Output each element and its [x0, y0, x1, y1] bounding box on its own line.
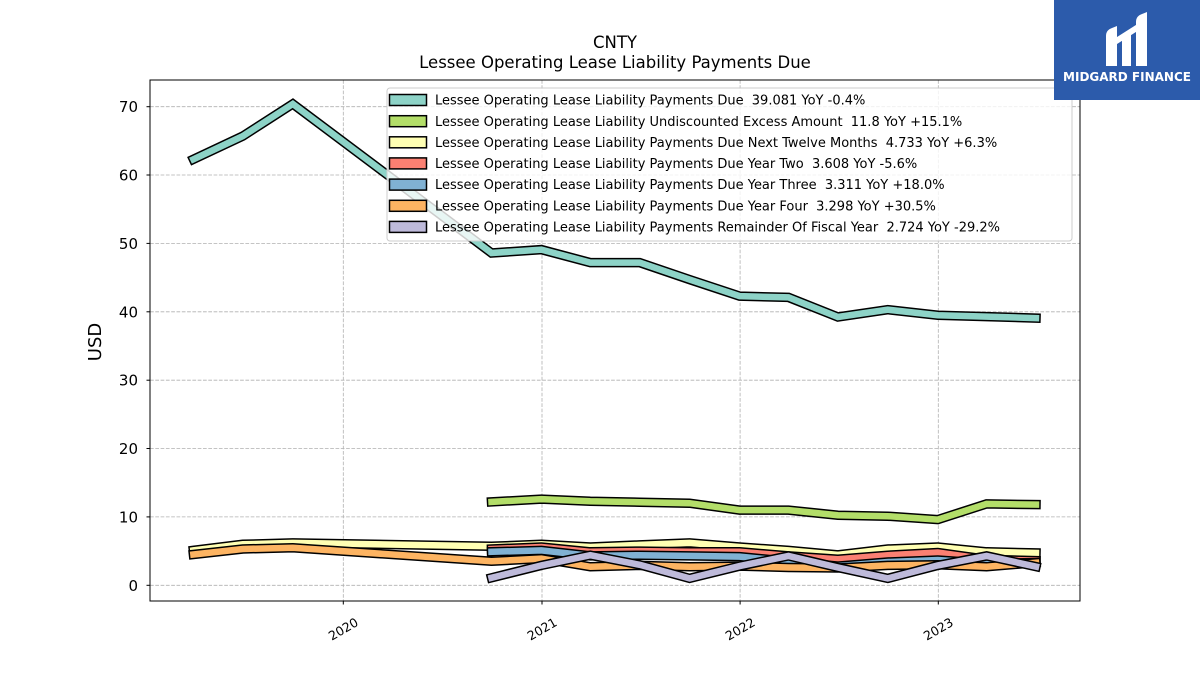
legend-label: Lessee Operating Lease Liability Payment…: [435, 178, 945, 193]
y-tick-label: 30: [119, 372, 138, 390]
legend-label: Lessee Operating Lease Liability Payment…: [435, 157, 917, 172]
midgard-logo: MIDGARD FINANCE: [1054, 0, 1200, 100]
legend-yoy-change: YoY +15.1%: [883, 115, 962, 130]
legend-swatch: [388, 220, 428, 234]
legend-yoy-change: YoY -0.4%: [800, 94, 865, 109]
y-tick-label: 10: [119, 508, 138, 526]
legend-latest-value: 11.8: [851, 115, 880, 130]
y-tick-label: 70: [119, 98, 138, 116]
logo-wordmark: MIDGARD FINANCE: [1063, 70, 1191, 84]
lessee-operating-lease-liability-payments-due-line: [189, 99, 1040, 322]
legend-latest-value: 39.081: [752, 94, 798, 109]
lessee-operating-lease-liability-payments-due-series: [187, 98, 1041, 323]
legend-entry: Lessee Operating Lease Liability Payment…: [388, 157, 917, 172]
legend-yoy-change: YoY +6.3%: [926, 136, 997, 151]
axes-frame: [149, 79, 1081, 602]
y-tick-label: 60: [119, 167, 138, 185]
legend-entry: Lessee Operating Lease Liability Payment…: [388, 136, 997, 151]
legend-series-name: Lessee Operating Lease Liability Payment…: [435, 199, 809, 214]
legend-entry: Lessee Operating Lease Liability Payment…: [388, 220, 1000, 236]
legend-yoy-change: YoY -29.2%: [927, 221, 1000, 236]
legend-swatch: [388, 93, 428, 107]
legend-swatch: [388, 199, 428, 213]
legend-entry: Lessee Operating Lease Liability Payment…: [388, 199, 936, 214]
legend-swatch: [388, 178, 428, 191]
y-axis-label: USD: [85, 323, 106, 361]
y-tick-label: 40: [119, 303, 138, 321]
y-tick-label: 20: [119, 440, 138, 458]
legend-series-name: Lessee Operating Lease Liability Payment…: [435, 221, 879, 236]
lessee-operating-lease-liability-payments-due-next-twelve-months-line: [189, 539, 1040, 559]
legend-latest-value: 2.724: [886, 221, 923, 236]
lessee-operating-lease-liability-undiscounted-excess-amount-series: [486, 494, 1041, 525]
legend-label: Lessee Operating Lease Liability Payment…: [435, 199, 936, 214]
legend-yoy-change: YoY +18.0%: [865, 178, 944, 193]
legend-latest-value: 3.311: [825, 178, 862, 193]
midgard-logo-icon: [1106, 12, 1147, 66]
legend-entry: Lessee Operating Lease Liability Undisco…: [388, 114, 962, 130]
legend-series-name: Lessee Operating Lease Liability Payment…: [435, 157, 804, 172]
lessee-operating-lease-liability-undiscounted-excess-amount-line: [488, 495, 1040, 523]
legend-swatch: [388, 157, 428, 170]
lessee-operating-lease-liability-payments-remainder-of-fiscal-year-line: [487, 551, 1040, 582]
legend-label: Lessee Operating Lease Liability Payment…: [435, 136, 997, 151]
chart-subtitle: Lessee Operating Lease Liability Payment…: [419, 53, 811, 72]
legend-series-name: Lessee Operating Lease Liability Payment…: [435, 178, 817, 193]
series-lines: [187, 98, 1042, 584]
legend-series-name: Lessee Operating Lease Liability Undisco…: [435, 115, 843, 130]
legend-entry: Lessee Operating Lease Liability Payment…: [388, 93, 865, 109]
legend-entry: Lessee Operating Lease Liability Payment…: [388, 178, 945, 193]
legend-yoy-change: YoY +30.5%: [856, 199, 935, 214]
lessee-operating-lease-liability-payments-remainder-of-fiscal-year-series: [485, 550, 1042, 584]
y-tick-label: 50: [119, 235, 138, 253]
legend-latest-value: 3.298: [816, 199, 853, 214]
legend-label: Lessee Operating Lease Liability Payment…: [435, 94, 865, 109]
legend-label: Lessee Operating Lease Liability Undisco…: [435, 115, 962, 130]
legend-swatch: [388, 136, 428, 149]
chart-title: CNTY: [593, 33, 638, 52]
legend-series-name: Lessee Operating Lease Liability Payment…: [435, 94, 744, 109]
legend: Lessee Operating Lease Liability Payment…: [386, 87, 1073, 242]
legend-yoy-change: YoY -5.6%: [852, 157, 917, 172]
legend-box: [386, 87, 1073, 242]
y-tick-label: 0: [128, 577, 138, 595]
legend-series-name: Lessee Operating Lease Liability Payment…: [435, 136, 878, 151]
lessee-operating-lease-liability-payments-due-next-twelve-months-series: [188, 538, 1041, 560]
legend-latest-value: 3.608: [812, 157, 849, 172]
legend-latest-value: 4.733: [886, 136, 923, 151]
legend-label: Lessee Operating Lease Liability Payment…: [435, 221, 1000, 236]
legend-swatch: [388, 114, 428, 128]
